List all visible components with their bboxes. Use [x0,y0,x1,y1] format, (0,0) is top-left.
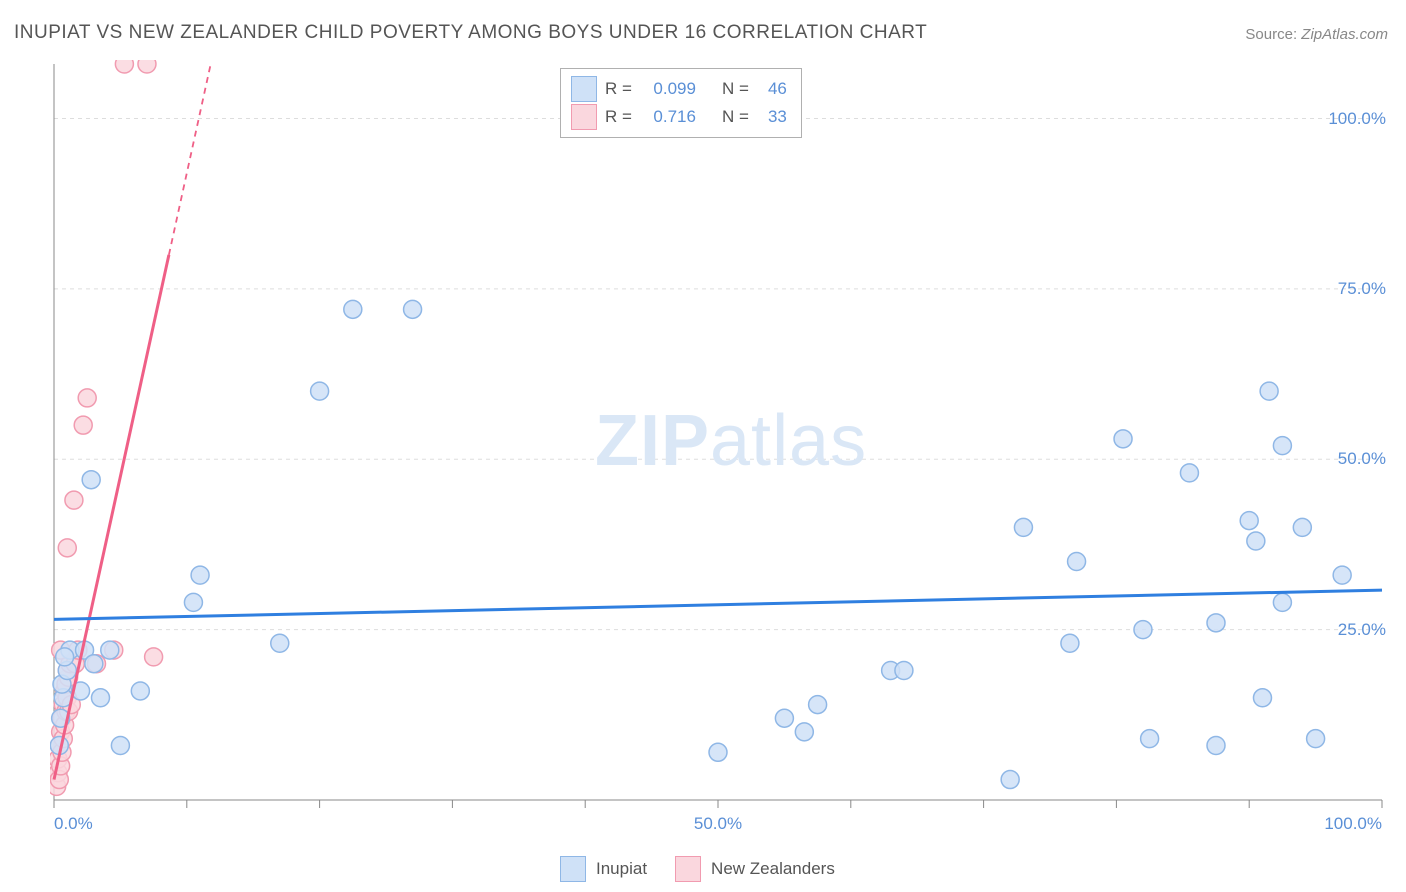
inupiat-point [1014,518,1032,536]
inupiat-point [1134,621,1152,639]
inupiat-point [85,655,103,673]
legend-swatch [571,76,597,102]
legend-r-label: R = [605,103,632,131]
legend-n-value: 46 [757,75,787,103]
y-tick-label: 100.0% [1328,109,1386,129]
scatter-chart [50,60,1386,830]
legend-item: Inupiat [560,856,647,882]
legend-swatch [571,104,597,130]
inupiat-point [1180,464,1198,482]
inupiat-point [1247,532,1265,550]
inupiat-trendline [54,590,1382,619]
legend-n-label: N = [722,103,749,131]
inupiat-point [1307,730,1325,748]
inupiat-point [1260,382,1278,400]
inupiat-point [709,743,727,761]
inupiat-point [111,736,129,754]
inupiat-point [404,300,422,318]
inupiat-point [311,382,329,400]
legend-r-value: 0.099 [640,75,696,103]
new-zealander-trendline-dashed [169,64,211,255]
inupiat-point [1293,518,1311,536]
inupiat-point [775,709,793,727]
chart-title: INUPIAT VS NEW ZEALANDER CHILD POVERTY A… [14,22,927,44]
inupiat-point [1333,566,1351,584]
y-tick-label: 75.0% [1338,279,1386,299]
correlation-legend: R = 0.099 N = 46 R = 0.716 N = 33 [560,68,802,138]
legend-item: New Zealanders [675,856,835,882]
legend-row: R = 0.716 N = 33 [571,103,787,131]
inupiat-point [1061,634,1079,652]
inupiat-point [271,634,289,652]
inupiat-point [1114,430,1132,448]
new-zealander-point [78,389,96,407]
series-legend: Inupiat New Zealanders [560,856,835,882]
legend-item-label: New Zealanders [711,859,835,879]
inupiat-point [795,723,813,741]
inupiat-point [809,696,827,714]
inupiat-point [1253,689,1271,707]
source-label: Source: [1245,26,1297,43]
inupiat-point [1273,593,1291,611]
inupiat-point [1141,730,1159,748]
x-tick-label: 100.0% [1324,814,1382,834]
inupiat-point [1240,512,1258,530]
legend-n-label: N = [722,75,749,103]
inupiat-point [1207,736,1225,754]
legend-swatch [560,856,586,882]
legend-r-label: R = [605,75,632,103]
new-zealander-point [58,539,76,557]
x-tick-label: 0.0% [54,814,93,834]
inupiat-point [191,566,209,584]
new-zealander-point [145,648,163,666]
legend-r-value: 0.716 [640,103,696,131]
y-tick-label: 50.0% [1338,449,1386,469]
inupiat-point [101,641,119,659]
inupiat-point [82,471,100,489]
source-attribution: Source: ZipAtlas.com [1245,26,1388,43]
legend-row: R = 0.099 N = 46 [571,75,787,103]
inupiat-point [344,300,362,318]
inupiat-point [895,662,913,680]
new-zealander-point [138,60,156,73]
source-value: ZipAtlas.com [1301,26,1388,43]
new-zealander-point [115,60,133,73]
inupiat-point [184,593,202,611]
inupiat-point [1068,552,1086,570]
legend-n-value: 33 [757,103,787,131]
new-zealander-point [65,491,83,509]
inupiat-point [1001,771,1019,789]
inupiat-point [1273,437,1291,455]
inupiat-point [56,648,74,666]
legend-swatch [675,856,701,882]
new-zealander-point [74,416,92,434]
inupiat-point [131,682,149,700]
x-tick-label: 50.0% [694,814,742,834]
legend-item-label: Inupiat [596,859,647,879]
y-tick-label: 25.0% [1338,620,1386,640]
inupiat-point [91,689,109,707]
new-zealander-trendline-solid [54,255,169,780]
inupiat-point [1207,614,1225,632]
